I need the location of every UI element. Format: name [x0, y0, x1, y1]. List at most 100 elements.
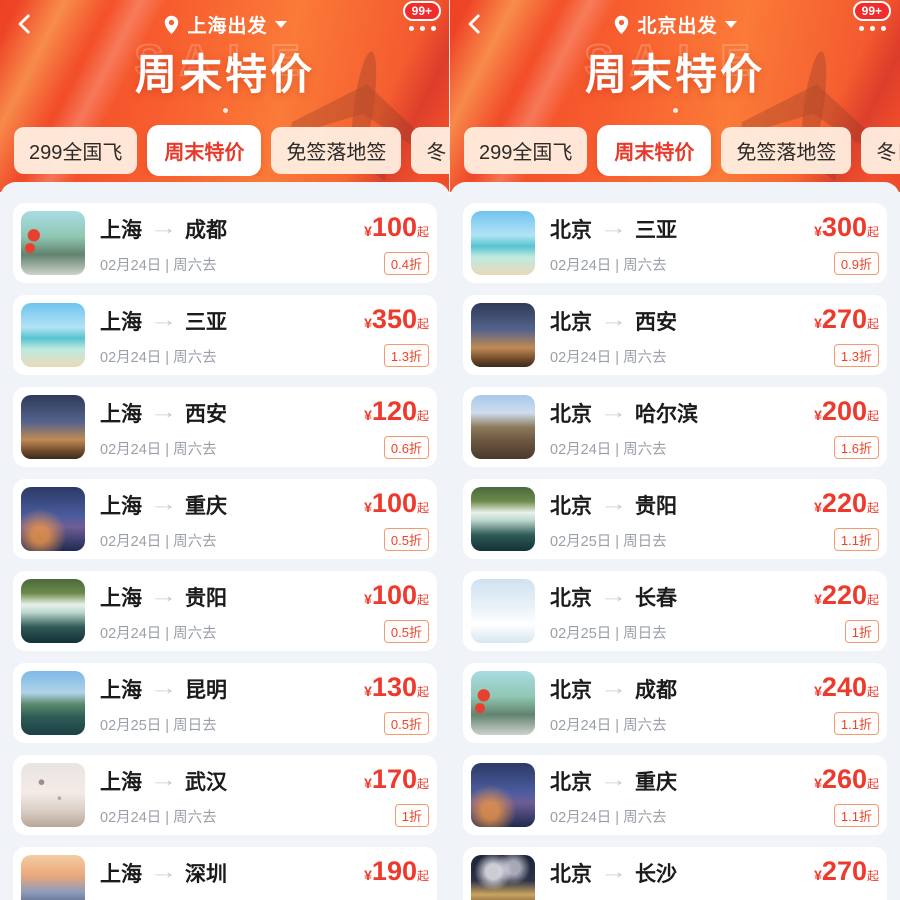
destination-city: 三亚	[635, 219, 677, 242]
deal-info: 上海 → 深圳	[100, 855, 364, 888]
route: 上海 → 深圳	[100, 858, 364, 888]
tab-299-nationwide[interactable]: 299全国飞	[14, 127, 138, 174]
price-amount: 220	[821, 580, 867, 610]
price-amount: 240	[821, 672, 867, 702]
origin-city: 上海	[100, 403, 142, 426]
departure-date: 02月25日 | 周日去	[100, 718, 217, 734]
price-suffix: 起	[416, 317, 429, 331]
deal-card[interactable]: 上海 → 深圳 ¥190起	[13, 847, 437, 900]
destination-photo	[21, 579, 85, 643]
origin-city: 北京	[550, 863, 592, 886]
departure-date: 02月24日 | 周六去	[100, 350, 217, 366]
price: ¥100起	[364, 213, 429, 246]
price-suffix: 起	[866, 685, 879, 699]
promo-header: 北京出发 99+ SALE 周末特价 299全国飞 周末特价 免签落地签 冬日避…	[450, 0, 900, 192]
arrow-right-icon: →	[149, 402, 178, 423]
deal-card[interactable]: 上海 → 昆明 02月25日 | 周日去 ¥130起 0.5折	[13, 663, 437, 743]
price: ¥200起	[814, 397, 879, 430]
deal-card[interactable]: 上海 → 贵阳 02月24日 | 周六去 ¥100起 0.5折	[13, 571, 437, 651]
more-icon[interactable]	[409, 26, 436, 31]
deal-info: 北京 → 三亚 02月24日 | 周六去	[550, 211, 814, 275]
destination-city: 长春	[635, 587, 677, 610]
route: 北京 → 贵阳	[550, 490, 814, 520]
arrow-right-icon: →	[149, 218, 178, 239]
deal-info: 上海 → 武汉 02月24日 | 周六去	[100, 763, 364, 827]
arrow-right-icon: →	[599, 770, 628, 791]
origin-city: 上海	[100, 587, 142, 610]
deal-card[interactable]: 北京 → 重庆 02月24日 | 周六去 ¥260起 1.1折	[463, 755, 887, 835]
price-column: ¥270起	[814, 855, 879, 890]
tab-winter-escape[interactable]: 冬日避寒	[411, 127, 450, 174]
currency-symbol: ¥	[814, 591, 822, 607]
deal-card[interactable]: 上海 → 三亚 02月24日 | 周六去 ¥350起 1.3折	[13, 295, 437, 375]
more-icon[interactable]	[859, 26, 886, 31]
location-pin-icon	[165, 15, 179, 34]
currency-symbol: ¥	[364, 591, 372, 607]
destination-city: 深圳	[185, 863, 227, 886]
destination-photo	[21, 303, 85, 367]
deal-card[interactable]: 北京 → 贵阳 02月25日 | 周日去 ¥220起 1.1折	[463, 479, 887, 559]
currency-symbol: ¥	[814, 223, 822, 239]
deal-info: 北京 → 长沙	[550, 855, 814, 888]
tab-weekend-special[interactable]: 周末特价	[597, 125, 712, 176]
panel-beijing: 北京出发 99+ SALE 周末特价 299全国飞 周末特价 免签落地签 冬日避…	[450, 0, 900, 900]
tab-visa-free[interactable]: 免签落地签	[271, 127, 402, 174]
tab-weekend-special[interactable]: 周末特价	[147, 125, 262, 176]
departure-date: 02月24日 | 周六去	[550, 350, 667, 366]
price-column: ¥270起 1.3折	[814, 303, 879, 367]
deal-card[interactable]: 上海 → 武汉 02月24日 | 周六去 ¥170起 1折	[13, 755, 437, 835]
deal-card[interactable]: 北京 → 哈尔滨 02月24日 | 周六去 ¥200起 1.6折	[463, 387, 887, 467]
deal-card[interactable]: 上海 → 成都 02月24日 | 周六去 ¥100起 0.4折	[13, 203, 437, 283]
currency-symbol: ¥	[364, 867, 372, 883]
price-column: ¥100起 0.5折	[364, 579, 429, 643]
deal-card[interactable]: 北京 → 长春 02月25日 | 周日去 ¥220起 1折	[463, 571, 887, 651]
currency-symbol: ¥	[814, 407, 822, 423]
price-column: ¥100起 0.4折	[364, 211, 429, 275]
discount-badge: 0.5折	[383, 620, 429, 643]
deal-info: 北京 → 重庆 02月24日 | 周六去	[550, 763, 814, 827]
destination-photo	[21, 487, 85, 551]
destination-city: 哈尔滨	[635, 403, 698, 426]
origin-city: 北京	[550, 495, 592, 518]
deal-info: 上海 → 西安 02月24日 | 周六去	[100, 395, 364, 459]
price: ¥270起	[814, 305, 879, 338]
price-amount: 200	[821, 396, 867, 426]
arrow-right-icon: →	[599, 586, 628, 607]
destination-photo	[471, 211, 535, 275]
destination-city: 成都	[635, 679, 677, 702]
deal-card[interactable]: 北京 → 成都 02月24日 | 周六去 ¥240起 1.1折	[463, 663, 887, 743]
tab-visa-free[interactable]: 免签落地签	[721, 127, 852, 174]
price-column: ¥100起 0.5折	[364, 487, 429, 551]
discount-badge: 1.3折	[833, 344, 879, 367]
destination-city: 西安	[635, 311, 677, 334]
deal-card[interactable]: 上海 → 西安 02月24日 | 周六去 ¥120起 0.6折	[13, 387, 437, 467]
discount-badge: 1.1折	[833, 804, 879, 827]
deal-card[interactable]: 北京 → 西安 02月24日 | 周六去 ¥270起 1.3折	[463, 295, 887, 375]
tab-winter-escape[interactable]: 冬日避寒	[861, 127, 900, 174]
departure-city-selector[interactable]: 北京出发	[450, 11, 900, 38]
price-suffix: 起	[866, 869, 879, 883]
destination-city: 贵阳	[635, 495, 677, 518]
deal-list: 北京 → 三亚 02月24日 | 周六去 ¥300起 0.9折 北京 → 西安 …	[450, 182, 900, 900]
price: ¥220起	[814, 581, 879, 614]
currency-symbol: ¥	[364, 407, 372, 423]
tab-299-nationwide[interactable]: 299全国飞	[464, 127, 588, 174]
route: 北京 → 哈尔滨	[550, 398, 814, 428]
deal-card[interactable]: 北京 → 三亚 02月24日 | 周六去 ¥300起 0.9折	[463, 203, 887, 283]
price: ¥100起	[364, 581, 429, 614]
price-suffix: 起	[866, 225, 879, 239]
destination-city: 重庆	[635, 771, 677, 794]
route: 北京 → 长春	[550, 582, 814, 612]
route: 上海 → 贵阳	[100, 582, 364, 612]
destination-city: 重庆	[185, 495, 227, 518]
departure-city-selector[interactable]: 上海出发	[0, 11, 450, 38]
price-suffix: 起	[416, 501, 429, 515]
price-column: ¥240起 1.1折	[814, 671, 879, 735]
destination-photo	[21, 855, 85, 900]
destination-city: 昆明	[185, 679, 227, 702]
deal-card[interactable]: 上海 → 重庆 02月24日 | 周六去 ¥100起 0.5折	[13, 479, 437, 559]
price-suffix: 起	[416, 593, 429, 607]
deal-card[interactable]: 北京 → 长沙 ¥270起	[463, 847, 887, 900]
deal-info: 北京 → 长春 02月25日 | 周日去	[550, 579, 814, 643]
discount-badge: 1.1折	[833, 712, 879, 735]
